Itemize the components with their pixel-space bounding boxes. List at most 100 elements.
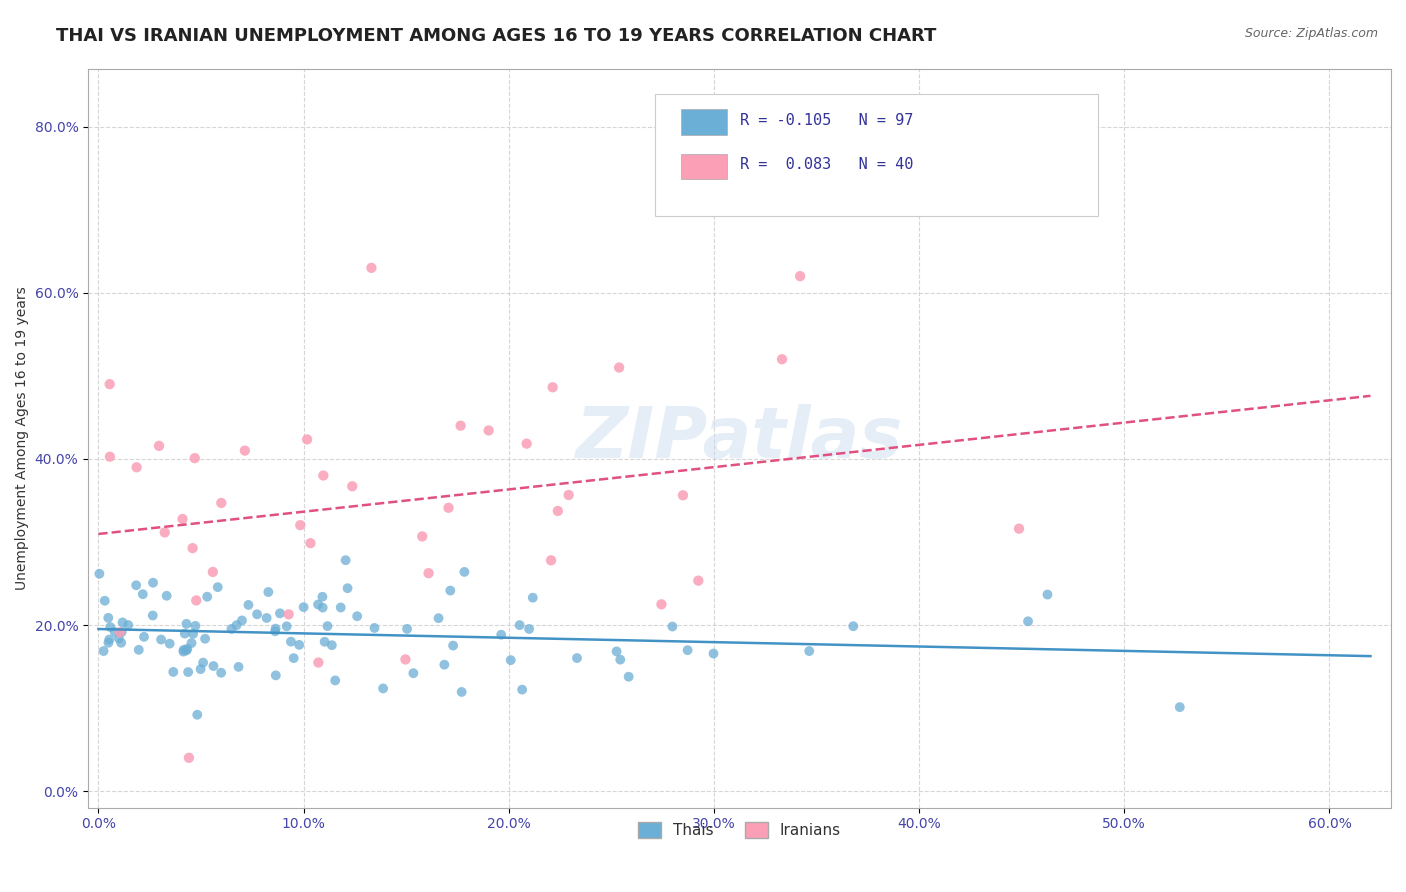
Point [661, 619, 683, 633]
Text: R =  0.083   N = 40: R = 0.083 N = 40 [740, 157, 912, 172]
Text: R = -0.105   N = 97: R = -0.105 N = 97 [740, 112, 912, 128]
Point [195, 590, 218, 604]
Point [176, 641, 198, 656]
Point [702, 647, 724, 661]
Point [1008, 522, 1031, 536]
Y-axis label: Unemployment Among Ages 16 to 19 years: Unemployment Among Ages 16 to 19 years [15, 286, 30, 590]
Point [231, 614, 253, 628]
Point [256, 611, 278, 625]
Point [93, 593, 115, 607]
Point [186, 593, 208, 607]
Point [336, 581, 359, 595]
Point [173, 642, 195, 657]
Point [162, 665, 184, 679]
Point [225, 618, 247, 632]
Point [360, 260, 382, 275]
Point [363, 621, 385, 635]
Point [159, 637, 181, 651]
Bar [681, 153, 727, 179]
Point [609, 652, 631, 666]
Point [117, 618, 139, 632]
Point [427, 611, 450, 625]
Point [148, 439, 170, 453]
Point [89, 566, 111, 581]
Point [314, 634, 336, 648]
Point [441, 639, 464, 653]
Point [177, 751, 200, 765]
Point [516, 436, 538, 450]
Point [142, 608, 165, 623]
Point [371, 681, 394, 696]
Point [617, 670, 640, 684]
Text: THAI VS IRANIAN UNEMPLOYMENT AMONG AGES 16 TO 19 YEARS CORRELATION CHART: THAI VS IRANIAN UNEMPLOYMENT AMONG AGES … [56, 27, 936, 45]
Point [437, 500, 460, 515]
Point [606, 644, 628, 658]
Point [799, 644, 821, 658]
Point [176, 616, 198, 631]
Point [108, 632, 131, 646]
Point [238, 598, 260, 612]
Point [104, 624, 127, 639]
Point [98, 632, 121, 647]
Point [172, 645, 194, 659]
Point [396, 622, 419, 636]
Point [194, 632, 217, 646]
Point [111, 615, 134, 630]
Point [190, 662, 212, 676]
Point [688, 574, 710, 588]
Point [191, 656, 214, 670]
Text: Source: ZipAtlas.com: Source: ZipAtlas.com [1244, 27, 1378, 40]
Point [176, 643, 198, 657]
Point [402, 666, 425, 681]
Point [329, 600, 352, 615]
Point [1017, 615, 1039, 629]
Point [156, 589, 179, 603]
Point [172, 512, 194, 526]
Point [202, 659, 225, 673]
Point [394, 652, 416, 666]
Point [433, 657, 456, 672]
Point [1168, 700, 1191, 714]
Point [676, 643, 699, 657]
Point [1036, 588, 1059, 602]
Point [607, 360, 630, 375]
Point [264, 622, 287, 636]
Point [184, 451, 207, 466]
Point [184, 619, 207, 633]
Point [97, 611, 120, 625]
Point [264, 624, 287, 639]
Point [335, 553, 357, 567]
Legend: Thais, Iranians: Thais, Iranians [633, 816, 846, 845]
Text: ZIPatlas: ZIPatlas [576, 404, 903, 473]
Point [789, 269, 811, 284]
Point [499, 653, 522, 667]
Point [221, 622, 243, 636]
Point [276, 619, 298, 633]
Point [450, 418, 472, 433]
Point [125, 578, 148, 592]
Point [509, 618, 531, 632]
Point [186, 707, 208, 722]
Point [489, 628, 512, 642]
Point [132, 630, 155, 644]
Point [342, 479, 364, 493]
Point [150, 632, 173, 647]
Point [323, 673, 346, 688]
Point [283, 651, 305, 665]
Point [201, 565, 224, 579]
Point [295, 433, 318, 447]
Point [111, 625, 134, 640]
Point [312, 468, 335, 483]
Point [125, 460, 148, 475]
Point [439, 583, 461, 598]
Point [269, 607, 291, 621]
Point [110, 636, 132, 650]
Point [321, 638, 343, 652]
Point [453, 565, 475, 579]
Point [264, 668, 287, 682]
Point [316, 619, 339, 633]
Point [98, 620, 121, 634]
Point [478, 424, 501, 438]
Point [288, 638, 311, 652]
Point [209, 665, 232, 680]
